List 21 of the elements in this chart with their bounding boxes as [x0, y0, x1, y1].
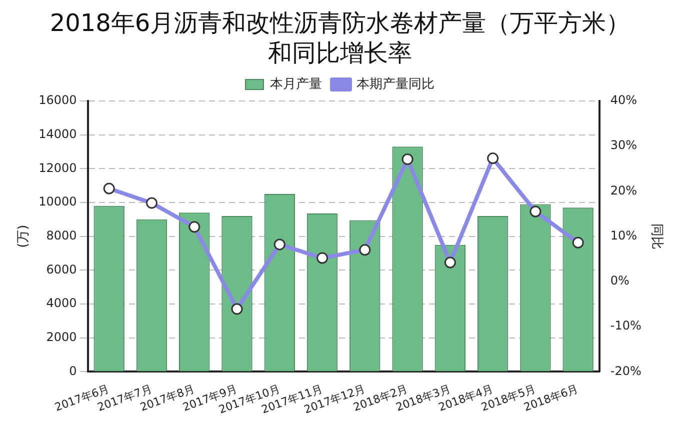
y2-axis-title: 同比 [648, 223, 664, 250]
y-tick-label: 10000 [38, 194, 77, 209]
y-tick-label: 16000 [38, 93, 77, 108]
y-tick-label: 8000 [46, 228, 77, 242]
y-tick-label: 14000 [38, 126, 77, 141]
y2-tick-label: 30% [610, 138, 638, 152]
y-tick-label: 2000 [46, 330, 77, 344]
y2-tick-label: 20% [610, 183, 638, 198]
y2-tick-label: 10% [610, 228, 638, 242]
y-tick-label: 4000 [46, 296, 77, 310]
y2-tick-label: 40% [610, 93, 638, 108]
legend-label: 本月产量 [270, 76, 322, 92]
y2-tick-label: -20% [610, 364, 642, 378]
chart-title: 2018年6月沥青和改性沥青防水卷材产量（万平方米）和同比增长率 [48, 8, 632, 68]
y-tick-label: 12000 [38, 160, 77, 175]
y-tick-label: 0 [69, 364, 77, 378]
y2-tick-label: -10% [610, 318, 642, 333]
y-tick-label: 6000 [46, 262, 77, 276]
legend-label: 本期产量同比 [356, 76, 434, 92]
y2-tick-label: 0% [610, 274, 630, 288]
y-axis-title: (万) [16, 224, 32, 248]
